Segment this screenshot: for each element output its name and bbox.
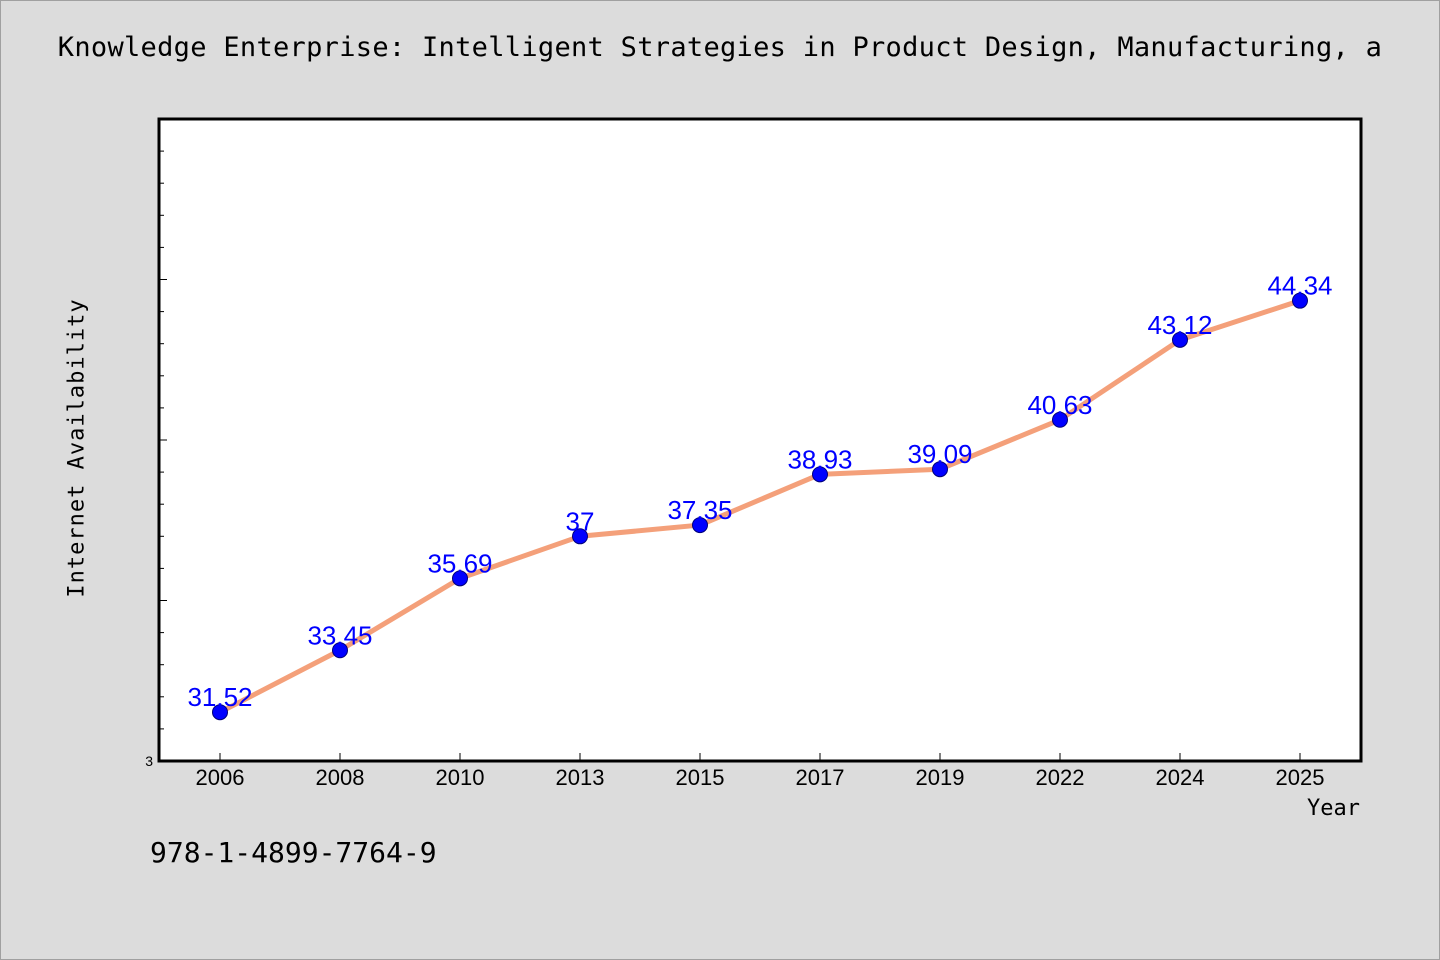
- x-axis-ticks: 2006 2008 2010 2013 2015 2017 2019 2022 2024 2025: [196, 753, 1325, 790]
- chart-title: Knowledge Enterprise: Intelligent Strate…: [57, 32, 1383, 63]
- data-point: [332, 642, 348, 659]
- data-point: [1292, 292, 1308, 309]
- plot-area: [157, 117, 1363, 763]
- x-tick-label: 2025: [1276, 765, 1325, 790]
- data-label: 44.34: [1267, 271, 1332, 301]
- x-tick-label: 2010: [436, 765, 485, 790]
- data-label: 39.09: [907, 439, 972, 469]
- x-axis-label: Year: [1307, 796, 1360, 821]
- x-tick-label: 2017: [796, 765, 845, 790]
- x-tick-label: 2008: [316, 765, 365, 790]
- data-point: [692, 517, 708, 534]
- data-point: [812, 466, 828, 483]
- x-tick-label: 2006: [196, 765, 245, 790]
- data-label: 43.12: [1147, 310, 1212, 340]
- data-label: 38.93: [787, 444, 852, 474]
- data-point: [1052, 411, 1068, 428]
- data-labels: 31.52 33.45 35.69 37 37.35 38.93 39.09 40.63 43.…: [187, 271, 1332, 713]
- x-tick-label: 2024: [1156, 765, 1205, 790]
- data-point: [212, 704, 228, 721]
- isbn-text: 978-1-4899-7764-9: [150, 836, 437, 869]
- data-label: 37: [566, 506, 595, 536]
- series-markers: [212, 292, 1308, 721]
- data-point: [572, 528, 588, 545]
- y-tick-label: 3: [145, 753, 153, 769]
- data-label: 40.63: [1027, 390, 1092, 420]
- data-point: [1172, 331, 1188, 348]
- y-axis-ticks: 3: [145, 118, 167, 769]
- y-axis-label: Internet Availability: [64, 298, 90, 598]
- data-label: 35.69: [427, 548, 492, 578]
- data-point: [452, 570, 468, 587]
- data-point: [932, 461, 948, 478]
- data-label: 37.35: [667, 495, 732, 525]
- x-tick-label: 2013: [556, 765, 605, 790]
- series-line: [217, 298, 1303, 715]
- x-tick-label: 2015: [676, 765, 725, 790]
- x-tick-label: 2019: [916, 765, 965, 790]
- data-label: 31.52: [187, 682, 252, 712]
- x-tick-label: 2022: [1036, 765, 1085, 790]
- data-label: 33.45: [307, 620, 372, 650]
- series-line-group: [217, 298, 1303, 715]
